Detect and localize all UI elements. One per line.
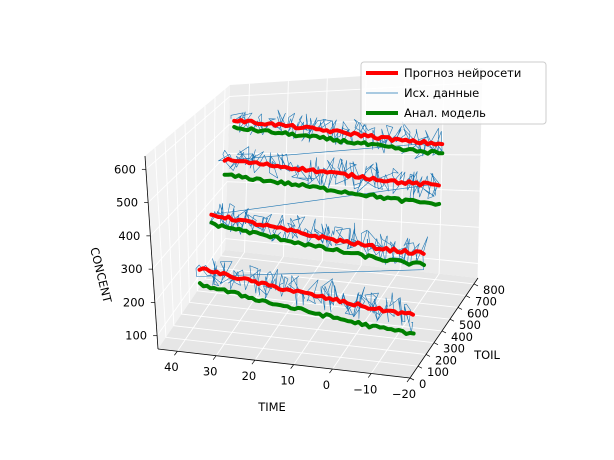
- grid-line-y: [204, 105, 459, 308]
- z-tick-label: 300: [121, 262, 143, 276]
- grid-line-y: [212, 97, 467, 297]
- y-tick-label: 600: [467, 306, 489, 320]
- y-tick-mark: [449, 318, 455, 322]
- series-model-segment-2: [222, 172, 442, 207]
- legend-label-model: Анал. модель: [404, 106, 486, 120]
- y-tick-label: 200: [435, 353, 457, 367]
- y-tick-mark: [465, 295, 471, 298]
- grid-line-z: [152, 181, 481, 270]
- grid-line-z: [154, 209, 480, 303]
- x-tick-label: 10: [280, 374, 295, 388]
- y-tick-label: 800: [483, 283, 505, 297]
- z-tick-label: 100: [125, 329, 147, 343]
- y-tick-mark: [473, 283, 479, 287]
- legend-label-raw: Исх. данные: [404, 86, 479, 100]
- series-layer: [195, 109, 445, 336]
- y-tick-label: 0: [419, 377, 426, 391]
- grid-line-z: [150, 152, 481, 237]
- x-tick-label: −10: [353, 383, 377, 397]
- y-tick-label: 300: [443, 342, 465, 356]
- series-forecast-segment-1: [232, 118, 445, 147]
- series-forecast-segment-3: [209, 212, 426, 256]
- x-axis-line: [157, 348, 411, 379]
- x-tick-mark: [251, 359, 256, 365]
- y-tick-mark: [417, 365, 423, 369]
- tick-labels: 40 30 20 10 0 −10 −200100200300400500600700800…: [114, 162, 505, 401]
- series-forecast-segment-2: [222, 156, 441, 188]
- legend-label-forecast: Прогноз нейросети: [404, 66, 521, 80]
- grid-line-y: [194, 114, 451, 320]
- grid-line-y: [164, 139, 427, 355]
- series-raw-data: [195, 109, 443, 333]
- x-tick-mark: [212, 355, 217, 360]
- series-forecast-segment-4: [197, 266, 415, 317]
- y-tick-mark: [409, 377, 415, 381]
- grid-line-y: [154, 147, 419, 367]
- y-tick-label: 500: [459, 318, 481, 332]
- series-model-segment-4: [197, 281, 416, 336]
- x-tick-label: 20: [242, 369, 257, 383]
- x-tick-label: 0: [323, 378, 330, 392]
- z-tick-label: 600: [114, 162, 136, 176]
- x-tick-mark: [290, 364, 294, 369]
- legend: Прогноз нейросети Исх. данные Анал. моде…: [360, 61, 547, 125]
- grid-line-x: [293, 75, 367, 365]
- x-tick-label: 40: [164, 360, 179, 374]
- grid-line-y: [174, 130, 435, 344]
- y-tick-mark: [433, 342, 439, 346]
- z-tick-label: 400: [118, 229, 140, 243]
- y-tick-mark: [441, 330, 447, 334]
- x-tick-mark: [367, 373, 372, 378]
- x-tick-mark: [174, 351, 178, 356]
- y-tick-label: 400: [451, 330, 473, 344]
- legend-box: [360, 61, 547, 125]
- grid-line-x: [370, 70, 445, 374]
- y-tick-label: 700: [475, 295, 497, 309]
- x-tick-label: −20: [392, 387, 416, 401]
- x-tick-label: 30: [203, 365, 218, 379]
- grid-line-y: [220, 89, 475, 285]
- grid-line-x: [215, 81, 289, 356]
- z-axis-line: [144, 155, 159, 350]
- y-tick-mark: [425, 354, 431, 357]
- series-model-segment-3: [209, 220, 426, 267]
- x-tick-mark: [406, 377, 411, 383]
- y-tick-mark: [457, 307, 463, 310]
- series-model-segment-1: [232, 124, 445, 156]
- x-tick-mark: [329, 368, 333, 374]
- z-tick-label: 500: [116, 196, 138, 210]
- axis-lines: [144, 155, 479, 379]
- grid-line-x: [177, 83, 250, 352]
- y-axis-label: TOIL: [473, 348, 500, 362]
- y-axis-line: [409, 277, 479, 379]
- x-axis-label: TIME: [257, 400, 286, 414]
- y-tick-label: 100: [427, 365, 449, 379]
- z-tick-label: 200: [123, 295, 145, 309]
- z-axis-label: CONCENT: [87, 246, 115, 305]
